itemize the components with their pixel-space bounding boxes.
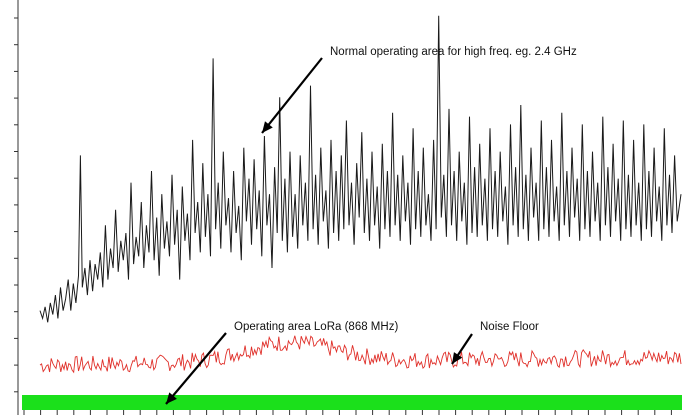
high-freq-series <box>39 15 682 323</box>
arrow-head <box>452 352 463 364</box>
arrow-noise-floor <box>451 333 473 365</box>
arrow-high-freq <box>261 57 323 134</box>
annotation-lora: Operating area LoRa (868 MHz) <box>234 321 398 333</box>
arrow-head <box>166 392 177 404</box>
arrow-shaft <box>165 332 227 405</box>
arrow-lora <box>165 332 227 405</box>
arrow-layer <box>165 57 473 405</box>
lora-band-layer <box>22 395 682 410</box>
annotation-noise-floor: Noise Floor <box>480 321 539 333</box>
arrow-shaft <box>261 57 323 134</box>
arrow-head <box>262 121 273 133</box>
noise-floor-layer <box>39 335 682 374</box>
axis-layer <box>14 0 672 415</box>
signal-layer <box>39 15 682 323</box>
lora-band <box>22 395 682 410</box>
noise-floor-series <box>39 335 682 374</box>
annotation-high-freq: Normal operating area for high freq. eg.… <box>330 46 577 58</box>
